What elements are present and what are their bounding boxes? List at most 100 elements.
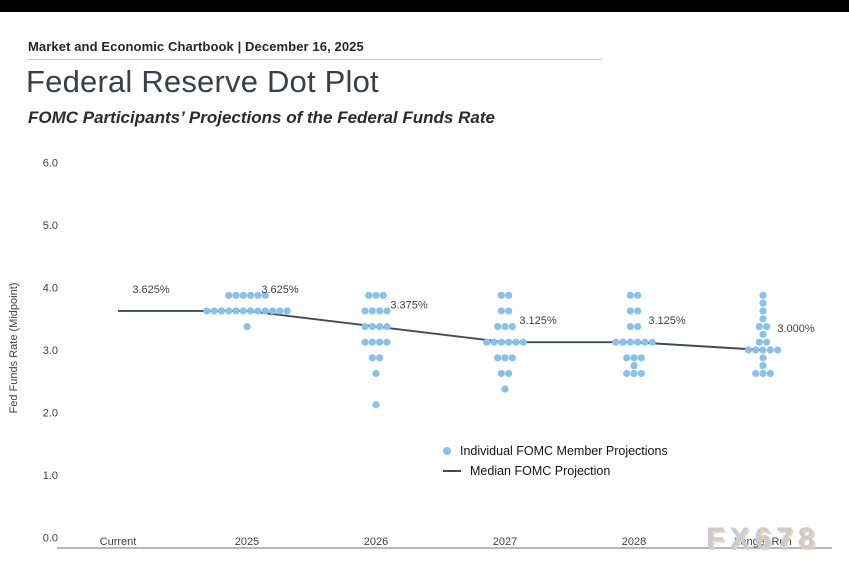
fomc-dot	[634, 291, 642, 299]
x-tick-label: 2028	[622, 536, 646, 548]
fomc-dot	[759, 307, 767, 315]
median-value-label: 3.000%	[777, 323, 815, 335]
fomc-dot	[368, 322, 376, 331]
y-tick-label: 0.0	[43, 533, 58, 545]
chartbook-header: Market and Economic Chartbook | December…	[28, 39, 364, 54]
fomc-dot	[637, 369, 645, 378]
fomc-dot	[637, 354, 645, 362]
fomc-dot	[766, 346, 774, 354]
fomc-dot	[361, 338, 369, 346]
fomc-dot	[759, 299, 767, 307]
page-title: Federal Reserve Dot Plot	[26, 64, 379, 99]
median-value-label: 3.375%	[390, 300, 428, 312]
fomc-dot	[505, 338, 513, 346]
fomc-dot	[626, 322, 634, 331]
header-divider	[27, 59, 602, 60]
legend-item-median: Median FOMC Projection	[443, 464, 668, 478]
fomc-dot	[232, 291, 240, 299]
fomc-dot	[372, 291, 380, 299]
x-tick-label: Longer Run	[734, 536, 792, 548]
median-value-label: 3.625%	[132, 284, 170, 296]
fomc-dot	[630, 354, 638, 362]
fomc-dot	[623, 369, 631, 378]
fomc-dot	[634, 307, 642, 315]
fomc-dot	[634, 322, 642, 331]
fomc-dot	[225, 307, 233, 315]
fomc-dot	[519, 338, 527, 346]
fomc-dot	[752, 346, 760, 354]
median-value-label: 3.125%	[648, 315, 686, 327]
x-tick-label: 2027	[493, 536, 517, 548]
fomc-dot	[376, 322, 384, 331]
fomc-dot	[744, 346, 753, 354]
watermark: FX678	[706, 522, 820, 555]
fomc-dot	[361, 322, 369, 331]
fomc-dot	[254, 291, 262, 299]
fomc-dot	[634, 338, 642, 346]
fomc-dot	[239, 291, 247, 299]
fomc-dot	[497, 291, 505, 299]
line-marker-icon	[443, 469, 461, 473]
median-value-label: 3.125%	[519, 315, 557, 327]
fomc-dot	[376, 338, 384, 346]
fomc-dot	[225, 291, 233, 299]
fomc-dot	[612, 338, 620, 346]
fomc-dot	[648, 338, 656, 346]
fomc-dot	[247, 291, 255, 299]
y-tick-label: 2.0	[43, 408, 58, 420]
x-tick-label: 2026	[364, 536, 388, 548]
median-value-label: 3.625%	[261, 284, 299, 296]
x-tick-label: Current	[100, 536, 137, 548]
fomc-dot	[501, 322, 509, 331]
fomc-dot	[755, 322, 763, 331]
fomc-dot	[759, 291, 767, 299]
y-tick-label: 4.0	[43, 283, 58, 295]
fomc-dot	[276, 307, 284, 315]
fomc-dot	[203, 307, 211, 315]
fomc-dot	[232, 307, 240, 315]
fomc-dot	[759, 369, 767, 378]
fomc-dot	[759, 362, 767, 370]
fomc-dot	[626, 291, 634, 299]
median-value-labels: 3.625% 3.625% 3.375% 3.125% 3.125% 3.000%	[132, 284, 815, 335]
y-tick-label: 1.0	[43, 470, 58, 482]
fomc-dot	[497, 338, 505, 346]
fomc-dot	[505, 307, 513, 315]
fomc-dot	[626, 338, 634, 346]
y-axis-title: Fed Funds Rate (Midpoint)	[8, 283, 20, 414]
fomc-dot	[490, 338, 498, 346]
top-bar	[0, 0, 849, 12]
fomc-dots	[203, 291, 782, 409]
y-tick-label: 5.0	[43, 220, 58, 232]
fomc-dot	[261, 291, 269, 299]
chart-legend: Individual FOMC Member Projections Media…	[443, 444, 668, 478]
fomc-dot	[494, 354, 502, 362]
fomc-dot	[497, 307, 505, 315]
fomc-dot	[239, 307, 247, 315]
fomc-dot	[619, 338, 627, 346]
fomc-dot	[379, 291, 387, 299]
fomc-dot	[372, 369, 380, 378]
fomc-dot	[210, 307, 218, 315]
y-axis-title-text: Fed Funds Rate (Midpoint)	[8, 283, 20, 414]
fomc-dot	[372, 401, 380, 409]
fomc-dot	[505, 291, 513, 299]
fomc-dot	[759, 315, 767, 323]
fomc-dot	[376, 307, 384, 315]
fomc-dot	[630, 369, 638, 378]
fomc-dot	[368, 307, 376, 315]
fomc-dot	[483, 338, 491, 346]
fomc-dot	[376, 354, 384, 362]
fomc-dot	[254, 307, 262, 315]
fomc-dot	[368, 354, 376, 362]
fomc-dot	[383, 322, 391, 331]
fomc-dot	[494, 322, 502, 331]
fomc-dot	[759, 346, 767, 354]
fomc-dot	[217, 307, 226, 315]
fomc-dot	[763, 338, 771, 346]
legend-median-label: Median FOMC Projection	[470, 464, 611, 478]
fomc-dot	[247, 307, 255, 315]
fomc-dot	[268, 307, 277, 315]
fomc-dot	[501, 385, 509, 393]
